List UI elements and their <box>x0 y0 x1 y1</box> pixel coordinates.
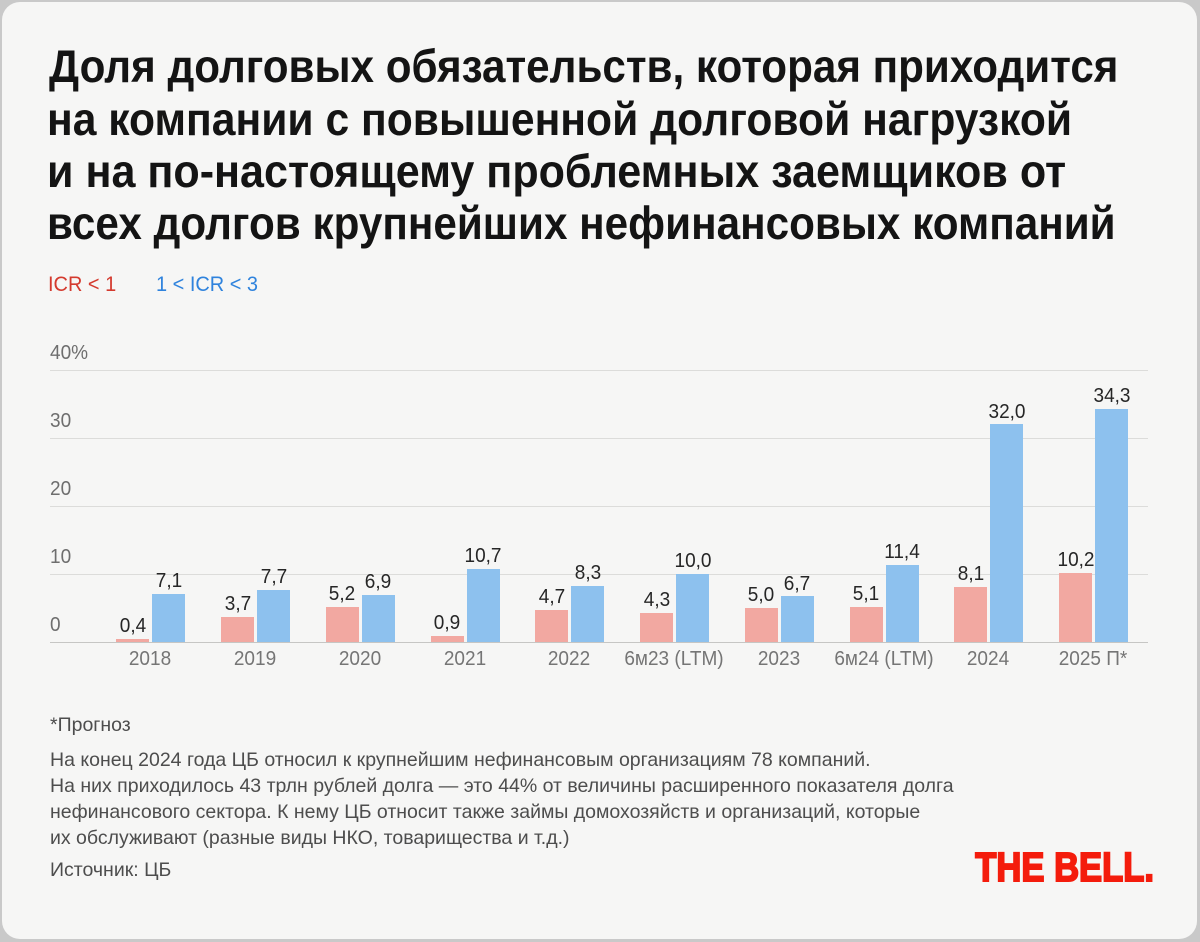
svg-text:THE BELL.: THE BELL. <box>975 845 1154 889</box>
